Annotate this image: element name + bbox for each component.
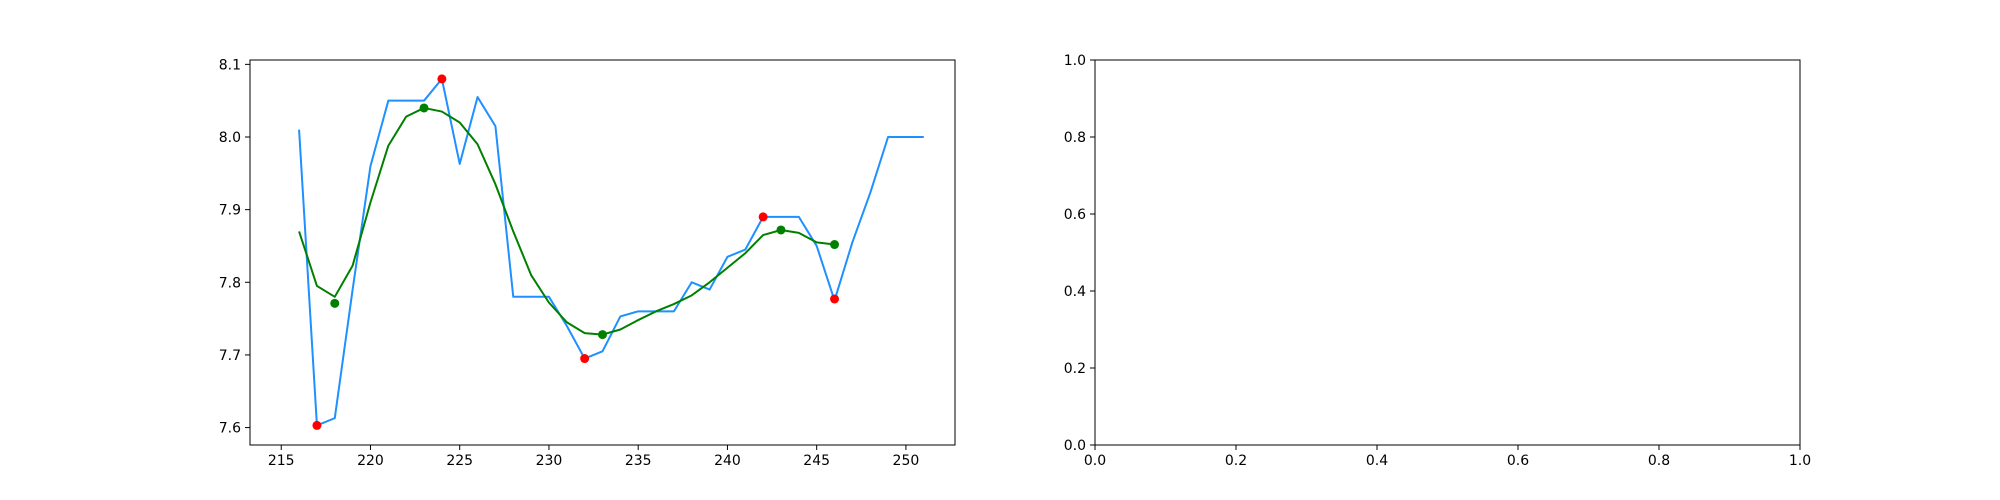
x-tick-label: 0.0 bbox=[1084, 453, 1106, 469]
scatter-point-2-5 bbox=[830, 240, 840, 250]
scatter-point-2-3 bbox=[598, 330, 607, 340]
x-tick-label: 0.2 bbox=[1225, 453, 1247, 469]
scatter-point-2-2 bbox=[419, 103, 429, 113]
y-tick-label: 7.9 bbox=[219, 203, 241, 219]
scatter-point-2-4 bbox=[776, 225, 786, 235]
y-tick-label: 0.8 bbox=[1064, 130, 1086, 146]
x-tick-label: 220 bbox=[357, 453, 384, 469]
axes-1: 215 220 225 230 235 240 245 250 7.6 7.7 7.8 7.9 8.0 8… bbox=[219, 57, 956, 469]
axes-frame bbox=[249, 59, 956, 446]
x-tick-label: 225 bbox=[446, 453, 473, 469]
y-tick-label: 7.8 bbox=[219, 275, 241, 291]
y-tick-label: 7.6 bbox=[219, 421, 241, 437]
series-line-2 bbox=[298, 106, 835, 336]
scatter-point-1-3 bbox=[580, 354, 590, 364]
x-tick-label: 1.0 bbox=[1789, 453, 1811, 469]
y-tick-label: 0.6 bbox=[1064, 207, 1086, 223]
scatter-point-1-2 bbox=[437, 74, 447, 84]
y-tick-label: 0.2 bbox=[1064, 361, 1086, 377]
x-tick-label: 0.4 bbox=[1366, 453, 1388, 469]
y-tick-label: 0.0 bbox=[1064, 438, 1086, 454]
x-tick-label: 250 bbox=[893, 453, 920, 469]
x-tick-label: 0.6 bbox=[1507, 453, 1529, 469]
y-tick-label: 8.1 bbox=[219, 57, 241, 73]
x-tick-label: 235 bbox=[625, 453, 652, 469]
scatter-point-2-1 bbox=[330, 298, 340, 308]
x-tick-label: 0.8 bbox=[1648, 453, 1670, 469]
x-tick-label: 215 bbox=[268, 453, 295, 469]
y-tick-label: 0.4 bbox=[1064, 284, 1086, 300]
y-tick-label: 1.0 bbox=[1064, 53, 1086, 69]
scatter-point-1-5 bbox=[830, 294, 840, 304]
series-line-1 bbox=[298, 77, 924, 427]
x-tick-label: 245 bbox=[803, 453, 830, 469]
scatter-point-1-1 bbox=[312, 420, 322, 430]
y-tick-label: 8.0 bbox=[219, 130, 241, 146]
x-tick-label: 230 bbox=[536, 453, 563, 469]
scatter-point-1-4 bbox=[758, 212, 768, 222]
axes-2: 0.0 0.2 0.4 0.6 0.8 1.0 0.0 0.2 0.4 0.6 0.8 1.0 bbox=[1064, 53, 1811, 469]
x-tick-label: 240 bbox=[714, 453, 741, 469]
y-tick-label: 7.7 bbox=[219, 348, 241, 364]
axes-frame bbox=[1094, 59, 1801, 446]
